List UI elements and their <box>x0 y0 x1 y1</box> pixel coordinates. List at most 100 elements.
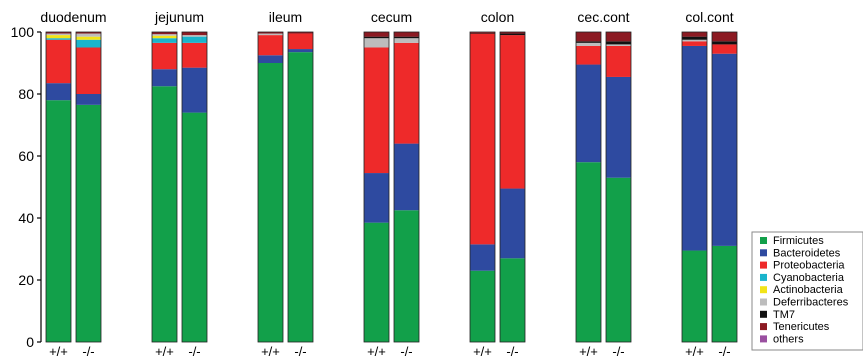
genotype-label: -/- <box>506 344 518 358</box>
bar-segment-firmicutes <box>258 63 283 342</box>
bar-segment-tenericutes <box>76 32 101 34</box>
bar-segment-bacteroidetes <box>364 173 389 223</box>
bar-outline <box>75 31 102 343</box>
bar-outline <box>287 31 314 343</box>
bar-segment-firmicutes <box>288 52 313 343</box>
bar-stack <box>151 31 178 343</box>
bar-segment-tm7 <box>500 33 525 36</box>
bar-segment-actinobacteria <box>152 35 177 39</box>
bar-stack <box>605 31 632 343</box>
bar-segment-firmicutes <box>682 250 707 342</box>
bar-segment-tenericutes <box>258 32 283 34</box>
genotype-label: +/+ <box>261 344 280 358</box>
bar-segment-firmicutes <box>500 258 525 342</box>
bar-stack <box>393 31 420 343</box>
bar-segment-tm7 <box>682 36 707 40</box>
bar-segment-tm7 <box>470 32 495 34</box>
bar-segment-firmicutes <box>76 104 101 342</box>
bar-segment-firmicutes <box>364 222 389 342</box>
bar-stack <box>363 31 390 343</box>
legend-label: Actinobacteria <box>773 284 844 296</box>
bar-segment-proteobacteria <box>682 41 707 46</box>
bar-outline <box>45 31 72 343</box>
legend-swatch <box>760 310 767 318</box>
bar-segment-firmicutes <box>606 177 631 342</box>
bar-segment-proteobacteria <box>500 35 525 189</box>
bar-segment-proteobacteria <box>182 42 207 68</box>
legend-swatch <box>760 323 767 331</box>
bar-outline <box>711 31 738 343</box>
bar-segment-deferribacteres <box>152 34 177 36</box>
bar-segment-proteobacteria <box>470 33 495 245</box>
bar-segment-deferribacteres <box>182 35 207 37</box>
bar-segment-deferribacteres <box>576 42 601 46</box>
bar-segment-firmicutes <box>182 112 207 342</box>
bar-segment-tenericutes <box>182 32 207 36</box>
bar-segment-tm7 <box>606 41 631 45</box>
y-tick-label: 100 <box>11 24 35 40</box>
bar-segment-cyanobacteria <box>46 38 71 40</box>
bar-segment-tenericutes <box>394 32 419 37</box>
bar-segment-proteobacteria <box>394 42 419 144</box>
bar-stack <box>181 31 208 343</box>
panel-title: colon <box>481 9 514 25</box>
bar-segment-cyanobacteria <box>182 36 207 43</box>
bar-segment-firmicutes <box>712 245 737 342</box>
bar-segment-cyanobacteria <box>152 38 177 43</box>
bar-segment-tenericutes <box>500 32 525 34</box>
bar-stack <box>681 31 708 343</box>
bar-segment-proteobacteria <box>76 47 101 94</box>
bars <box>45 31 738 343</box>
bar-segment-bacteroidetes <box>500 188 525 259</box>
y-tick-label: 0 <box>26 334 34 350</box>
bar-outline <box>151 31 178 343</box>
bar-segment-proteobacteria <box>712 44 737 54</box>
legend-label: others <box>773 333 804 345</box>
genotype-label: -/- <box>400 344 412 358</box>
bar-segment-firmicutes <box>576 162 601 342</box>
bar-stack <box>499 31 526 343</box>
bar-segment-tm7 <box>394 36 419 39</box>
genotype-label: +/+ <box>685 344 704 358</box>
bar-segment-bacteroidetes <box>682 45 707 251</box>
legend-label: Firmicutes <box>773 235 824 247</box>
legend-swatch <box>760 335 767 343</box>
genotype-label: +/+ <box>155 344 174 358</box>
legend-label: Proteobacteria <box>773 260 845 272</box>
legend-label: Cyanobacteria <box>773 272 845 284</box>
y-axis: 0 20 40 60 80 100 <box>11 24 42 350</box>
bar-segment-bacteroidetes <box>152 69 177 87</box>
bar-segment-bacteroidetes <box>46 83 71 101</box>
bar-segment-tm7 <box>364 36 389 39</box>
legend: FirmicutesBacteroidetesProteobacteriaCya… <box>751 231 863 351</box>
labels: duodenum +/+ -/- jejunum +/+ -/- ileum +/+ -/- ce… <box>40 9 733 358</box>
bar-outline <box>605 31 632 343</box>
bar-stack <box>469 31 496 343</box>
bar-segment-firmicutes <box>470 270 495 342</box>
bar-outline <box>257 31 284 343</box>
bar-segment-bacteroidetes <box>76 94 101 105</box>
genotype-label: -/- <box>294 344 306 358</box>
bar-segment-tenericutes <box>576 32 601 42</box>
bar-segment-bacteroidetes <box>576 64 601 163</box>
bar-segment-tenericutes <box>682 32 707 37</box>
legend-label: Deferribacteres <box>773 297 849 309</box>
bar-segment-proteobacteria <box>364 47 389 174</box>
genotype-label: +/+ <box>473 344 492 358</box>
y-tick-label: 80 <box>18 86 34 102</box>
bar-outline <box>181 31 208 343</box>
bar-segment-tenericutes <box>606 32 631 42</box>
genotype-label: +/+ <box>579 344 598 358</box>
legend-swatch <box>760 261 767 269</box>
panel-title: cec.cont <box>577 9 629 25</box>
bar-segment-proteobacteria <box>576 45 601 65</box>
genotype-label: +/+ <box>367 344 386 358</box>
bar-segment-deferribacteres <box>682 39 707 42</box>
genotype-label: -/- <box>82 344 94 358</box>
legend-swatch <box>760 286 767 294</box>
bar-segment-deferribacteres <box>364 38 389 48</box>
legend-label: TM7 <box>773 309 795 321</box>
legend-swatch <box>760 249 767 257</box>
legend-box <box>751 231 863 351</box>
